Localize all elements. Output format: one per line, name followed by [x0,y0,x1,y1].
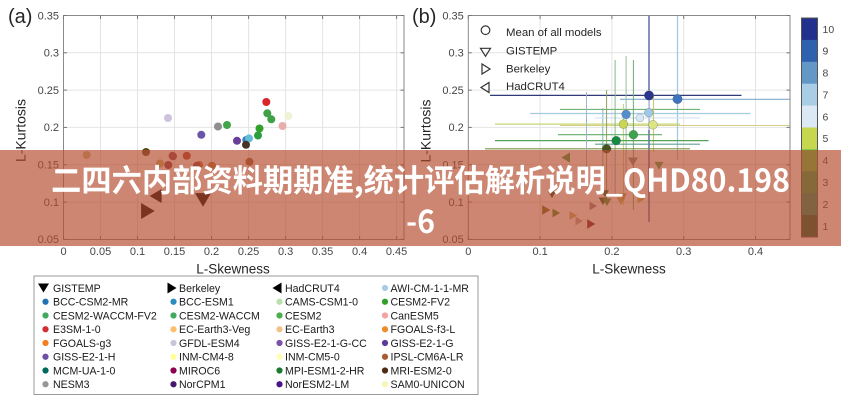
svg-text:8: 8 [823,68,829,80]
svg-text:0.25: 0.25 [38,85,59,97]
svg-text:SAM0-UNICON: SAM0-UNICON [391,379,465,391]
svg-text:0.2: 0.2 [604,246,619,258]
svg-text:0.3: 0.3 [449,48,464,60]
svg-text:CESM2: CESM2 [285,310,322,322]
svg-text:HadCRUT4: HadCRUT4 [506,81,565,93]
svg-text:0.2: 0.2 [449,122,464,134]
svg-text:Berkeley: Berkeley [179,283,221,295]
svg-text:NorESM2-LM: NorESM2-LM [285,379,349,391]
svg-text:0.45: 0.45 [386,246,407,258]
svg-text:L-Skewness: L-Skewness [196,262,270,277]
svg-text:CAMS-CSM1-0: CAMS-CSM1-0 [285,297,358,309]
svg-text:0.35: 0.35 [312,246,333,258]
svg-text:0.3: 0.3 [278,246,293,258]
svg-text:MIROC6: MIROC6 [179,365,220,377]
svg-text:CanESM5: CanESM5 [391,310,439,322]
svg-text:0.4: 0.4 [352,246,367,258]
svg-text:0: 0 [60,246,66,258]
svg-text:0.2: 0.2 [44,122,59,134]
svg-text:0: 0 [465,246,471,258]
svg-text:IPSL-CM6A-LR: IPSL-CM6A-LR [391,352,464,364]
svg-text:0.25: 0.25 [238,246,259,258]
svg-text:0.05: 0.05 [90,246,111,258]
svg-text:MCM-UA-1-0: MCM-UA-1-0 [53,365,115,377]
svg-text:NESM3: NESM3 [53,379,90,391]
svg-text:GISS-E2-1-G-CC: GISS-E2-1-G-CC [285,338,367,350]
svg-text:9: 9 [823,46,829,58]
svg-text:Berkeley: Berkeley [506,63,551,75]
svg-text:0.15: 0.15 [164,246,185,258]
svg-text:EC-Earth3-Veg: EC-Earth3-Veg [179,324,250,336]
svg-text:GISTEMP: GISTEMP [506,46,557,58]
svg-text:0.35: 0.35 [38,10,59,22]
svg-text:GISTEMP: GISTEMP [53,283,101,295]
svg-text:BCC-ESM1: BCC-ESM1 [179,297,234,309]
svg-text:0.2: 0.2 [204,246,219,258]
svg-text:BCC-CSM2-MR: BCC-CSM2-MR [53,297,129,309]
svg-text:EC-Earth3: EC-Earth3 [285,324,335,336]
svg-text:0.1: 0.1 [130,246,145,258]
svg-text:GISS-E2-1-G: GISS-E2-1-G [391,338,454,350]
svg-text:E3SM-1-0: E3SM-1-0 [53,324,101,336]
svg-text:0.4: 0.4 [748,246,763,258]
svg-text:(a): (a) [8,6,32,28]
svg-text:(b): (b) [412,6,436,28]
svg-text:AWI-CM-1-1-MR: AWI-CM-1-1-MR [391,283,470,295]
svg-text:5: 5 [823,133,829,145]
svg-text:0.3: 0.3 [44,48,59,60]
svg-text:INM-CM5-0: INM-CM5-0 [285,352,340,364]
svg-text:0.1: 0.1 [532,246,547,258]
svg-text:0.3: 0.3 [676,246,691,258]
svg-text:6: 6 [823,111,829,123]
svg-text:Mean of all models: Mean of all models [506,27,602,39]
svg-text:7: 7 [823,89,829,101]
svg-text:L-Kurtosis: L-Kurtosis [13,99,29,162]
svg-text:FGOALS-f3-L: FGOALS-f3-L [391,324,456,336]
svg-text:FGOALS-g3: FGOALS-g3 [53,338,111,350]
svg-text:INM-CM4-8: INM-CM4-8 [179,352,234,364]
svg-text:L-Kurtosis: L-Kurtosis [418,99,434,162]
svg-text:NorCPM1: NorCPM1 [179,379,226,391]
svg-text:GISS-E2-1-H: GISS-E2-1-H [53,352,115,364]
svg-text:10: 10 [823,24,835,36]
svg-text:0.35: 0.35 [442,10,463,22]
svg-text:CESM2-FV2: CESM2-FV2 [391,297,451,309]
svg-text:MRI-ESM2-0: MRI-ESM2-0 [391,365,452,377]
svg-text:0.25: 0.25 [442,85,463,97]
svg-text:L-Skewness: L-Skewness [592,262,666,277]
svg-text:HadCRUT4: HadCRUT4 [285,283,340,295]
svg-text:MPI-ESM1-2-HR: MPI-ESM1-2-HR [285,365,365,377]
svg-text:GFDL-ESM4: GFDL-ESM4 [179,338,240,350]
svg-text:CESM2-WACCM: CESM2-WACCM [179,310,260,322]
svg-text:CESM2-WACCM-FV2: CESM2-WACCM-FV2 [53,310,157,322]
